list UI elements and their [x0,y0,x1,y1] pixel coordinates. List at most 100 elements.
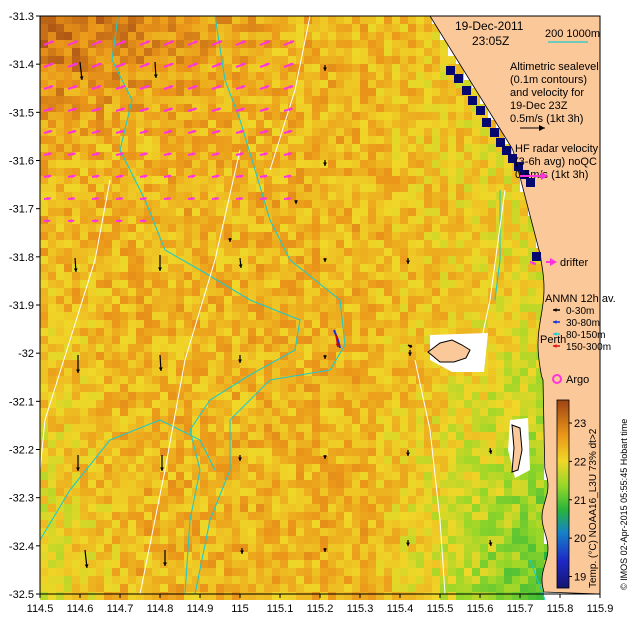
sst-cell [240,328,248,336]
sst-cell [224,400,232,408]
sst-cell [136,32,144,40]
sst-cell [136,432,144,440]
arrow-head [323,67,327,71]
sst-cell [360,448,368,456]
sst-cell [72,344,80,352]
sst-cell [176,240,184,248]
arrow-head [488,542,493,546]
sst-cell [536,432,544,440]
sst-cell [520,552,528,560]
sst-cell [280,104,288,112]
sst-cell [416,40,424,48]
sst-cell [224,440,232,448]
sst-cell [88,120,96,128]
sst-cell [256,104,264,112]
sst-cell [440,280,448,288]
sst-cell [408,256,416,264]
sst-cell [320,96,328,104]
sst-cell [264,552,272,560]
sst-cell [528,232,536,240]
sst-cell [392,360,400,368]
sst-cell [48,208,56,216]
sst-cell [304,120,312,128]
sst-cell [360,408,368,416]
sst-cell [72,232,80,240]
sst-cell [488,336,496,344]
sst-cell [376,80,384,88]
sst-cell [328,152,336,160]
sst-cell [360,400,368,408]
sst-cell [312,496,320,504]
sst-cell [80,24,88,32]
sst-cell [120,248,128,256]
sst-cell [360,576,368,584]
sst-cell [408,112,416,120]
hf-vector [259,174,268,179]
sst-cell [224,48,232,56]
sst-cell [160,136,168,144]
sst-cell [56,360,64,368]
sst-cell [488,488,496,496]
arrow-head [119,196,123,201]
sst-cell [176,336,184,344]
sst-cell [200,296,208,304]
sst-cell [88,48,96,56]
sst-cell [288,24,296,32]
sst-cell [120,64,128,72]
sst-cell [456,584,464,592]
sst-cell [80,448,88,456]
sst-cell [384,592,392,600]
sst-cell [256,112,264,120]
sst-cell [168,96,176,104]
sst-cell [232,560,240,568]
sst-cell [200,64,208,72]
sst-cell [208,240,216,248]
sst-cell [352,88,360,96]
sst-cell [136,248,144,256]
sst-cell [360,552,368,560]
sst-cell [328,352,336,360]
sst-cell [312,472,320,480]
sst-cell [144,520,152,528]
sst-cell [488,456,496,464]
sst-cell [152,504,160,512]
sst-cell [408,264,416,272]
sst-cell [392,240,400,248]
sst-cell [376,176,384,184]
sst-cell [88,416,96,424]
sst-cell [240,568,248,576]
sst-cell [440,128,448,136]
sst-cell [336,448,344,456]
hf-vector [211,174,220,179]
sst-cell [168,232,176,240]
sst-cell [192,272,200,280]
sst-cell [80,288,88,296]
sst-cell [384,264,392,272]
sst-cell [368,256,376,264]
sst-cell [344,176,352,184]
sst-cell [64,472,72,480]
sst-cell [288,552,296,560]
sst-cell [232,200,240,208]
sst-cell [272,552,280,560]
sst-cell [376,264,384,272]
sst-cell [488,448,496,456]
sst-cell [152,312,160,320]
sst-cell [152,200,160,208]
sst-cell [168,48,176,56]
sst-cell [488,584,496,592]
sst-cell [176,296,184,304]
sst-cell [144,472,152,480]
sst-cell [408,480,416,488]
sst-cell [464,312,472,320]
sst-cell [504,344,512,352]
sst-cell [120,232,128,240]
sst-cell [176,520,184,528]
sst-cell [512,392,520,400]
sst-cell [144,424,152,432]
sst-cell [344,264,352,272]
sst-cell [424,152,432,160]
sst-cell [96,136,104,144]
sst-cell [336,456,344,464]
sst-cell [480,216,488,224]
